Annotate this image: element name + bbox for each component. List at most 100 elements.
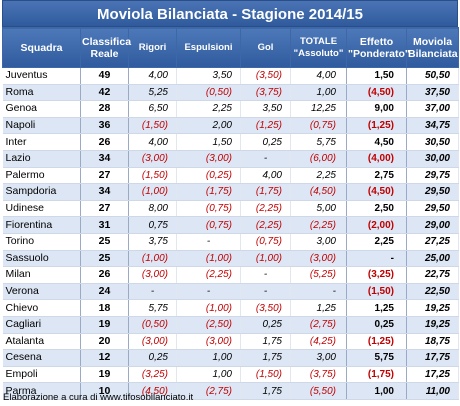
cell-espulsioni: (0,50) — [176, 84, 241, 102]
cell-espulsioni: (1,75) — [176, 183, 241, 201]
cell-team: Verona — [2, 283, 81, 301]
cell-effetto: (3,25) — [346, 266, 407, 284]
cell-effetto: (4,00) — [346, 150, 407, 168]
cell-espulsioni: - — [176, 283, 241, 301]
cell-rigori: (1,00) — [128, 183, 177, 201]
cell-moviola: 19,25 — [406, 316, 459, 334]
cell-classifica: 27 — [80, 200, 129, 218]
table-row: Roma 42 5,25 (0,50) (3,75) 1,00 (4,50) 37,50 — [2, 84, 459, 102]
cell-effetto: 4,50 — [346, 133, 407, 151]
cell-classifica: 42 — [80, 84, 129, 102]
cell-team: Fiorentina — [2, 216, 81, 234]
cell-moviola: 18,75 — [406, 333, 459, 351]
cell-team: Palermo — [2, 167, 81, 185]
cell-moviola: 17,25 — [406, 366, 459, 384]
cell-classifica: 19 — [80, 316, 129, 334]
standings-sheet: Moviola Bilanciata - Stagione 2014/15 Sq… — [2, 0, 459, 400]
cell-rigori: 0,75 — [128, 216, 177, 234]
cell-rigori: 4,00 — [128, 133, 177, 151]
cell-gol: (1,25) — [240, 117, 291, 135]
cell-espulsioni: 2,25 — [176, 100, 241, 118]
cell-classifica: 26 — [80, 266, 129, 284]
header-classifica: Classifica Reale — [80, 27, 131, 68]
cell-totale: (3,75) — [290, 366, 347, 384]
table-row: Udinese 27 8,00 (0,75) (2,25) 5,00 2,50 29,50 — [2, 200, 459, 218]
cell-totale: (3,00) — [290, 250, 347, 268]
cell-gol: (2,25) — [240, 200, 291, 218]
cell-gol: (3,75) — [240, 84, 291, 102]
cell-espulsioni: (1,00) — [176, 299, 241, 317]
cell-moviola: 29,75 — [406, 167, 459, 185]
cell-espulsioni: (1,00) — [176, 250, 241, 268]
cell-gol: (1,75) — [240, 183, 291, 201]
cell-classifica: 49 — [80, 67, 129, 85]
cell-gol: 0,25 — [240, 316, 291, 334]
cell-team: Sassuolo — [2, 250, 81, 268]
header-row: Squadra Classifica Reale Rigori Espulsio… — [2, 27, 459, 68]
cell-totale: (2,75) — [290, 316, 347, 334]
header-totale: TOTALE "Assoluto" — [290, 27, 347, 68]
table-row: Verona 24- - - - (1,50) 22,50 — [2, 283, 459, 301]
cell-rigori: 4,00 — [128, 67, 177, 85]
table-row: Sassuolo 25 (1,00) (1,00) (1,00) (3,00) -25,00 — [2, 250, 459, 268]
cell-totale: - — [290, 283, 347, 301]
cell-espulsioni: 3,50 — [176, 67, 241, 85]
cell-gol: (1,00) — [240, 250, 291, 268]
cell-effetto: (1,75) — [346, 366, 407, 384]
table-row: Inter 26 4,00 1,50 0,25 5,75 4,50 30,50 — [2, 133, 459, 151]
cell-team: Cesena — [2, 349, 81, 367]
cell-totale: (4,50) — [290, 183, 347, 201]
table-row: Genoa 28 6,50 2,25 3,50 12,25 9,00 37,00 — [2, 100, 459, 118]
cell-effetto: 1,50 — [346, 67, 407, 85]
table-row: Palermo 27 (1,50) (0,25) 4,00 2,25 2,75 29,75 — [2, 167, 459, 185]
cell-gol: 1,75 — [240, 333, 291, 351]
table-row: Cesena 12 0,25 1,00 1,75 3,00 5,75 17,75 — [2, 349, 459, 367]
cell-team: Udinese — [2, 200, 81, 218]
cell-effetto: 1,00 — [346, 382, 407, 400]
cell-gol: (3,50) — [240, 67, 291, 85]
cell-effetto: (2,00) — [346, 216, 407, 234]
cell-moviola: 30,50 — [406, 133, 459, 151]
cell-espulsioni: (2,50) — [176, 316, 241, 334]
cell-totale: 1,00 — [290, 84, 347, 102]
cell-classifica: 27 — [80, 167, 129, 185]
cell-rigori: 5,75 — [128, 299, 177, 317]
cell-totale: (6,00) — [290, 150, 347, 168]
cell-gol: (1,50) — [240, 366, 291, 384]
cell-espulsioni: (2,75) — [176, 382, 241, 400]
cell-team: Torino — [2, 233, 81, 251]
cell-effetto: 1,25 — [346, 299, 407, 317]
cell-moviola: 25,00 — [406, 250, 459, 268]
cell-gol: 1,75 — [240, 349, 291, 367]
header-effetto: Effetto "Ponderato" — [346, 27, 410, 68]
cell-team: Empoli — [2, 366, 81, 384]
cell-moviola: 11,00 — [406, 382, 459, 400]
table-row: Torino 25 3,75- (0,75) 3,00 2,25 27,25 — [2, 233, 459, 251]
table-row: Napoli 36 (1,50) 2,00 (1,25) (0,75) (1,25) 34,7… — [2, 117, 459, 135]
table-row: Atalanta 20 (3,00) (3,00) 1,75 (4,25) (1,25) 18… — [2, 333, 459, 351]
cell-totale: 1,25 — [290, 299, 347, 317]
cell-gol: (3,50) — [240, 299, 291, 317]
cell-gol: 4,00 — [240, 167, 291, 185]
cell-espulsioni: (3,00) — [176, 333, 241, 351]
cell-moviola: 19,25 — [406, 299, 459, 317]
cell-rigori: (1,50) — [128, 117, 177, 135]
cell-classifica: 20 — [80, 333, 129, 351]
cell-rigori: 5,25 — [128, 84, 177, 102]
cell-moviola: 34,75 — [406, 117, 459, 135]
header-espulsioni: Espulsioni — [176, 27, 241, 68]
header-squadra: Squadra — [2, 27, 81, 68]
cell-rigori: (1,50) — [128, 167, 177, 185]
cell-gol: 0,25 — [240, 133, 291, 151]
cell-effetto: 5,75 — [346, 349, 407, 367]
footer-credit: Elaborazione a cura di www.tifosobilanci… — [3, 392, 194, 403]
cell-totale: (5,50) — [290, 382, 347, 400]
cell-espulsioni: (0,75) — [176, 216, 241, 234]
cell-moviola: 17,75 — [406, 349, 459, 367]
cell-gol: (2,25) — [240, 216, 291, 234]
cell-espulsioni: 1,00 — [176, 349, 241, 367]
cell-rigori: 6,50 — [128, 100, 177, 118]
cell-gol: - — [240, 150, 291, 168]
cell-effetto: (1,25) — [346, 333, 407, 351]
cell-team: Juventus — [2, 67, 81, 85]
